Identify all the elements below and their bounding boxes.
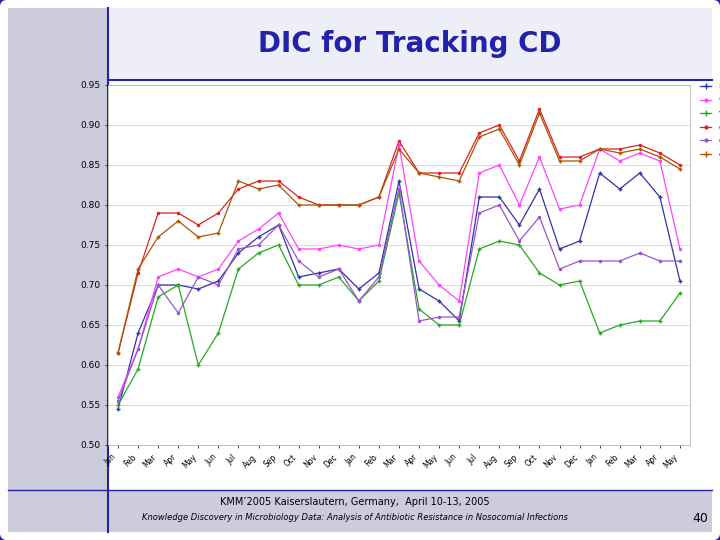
max [374,270,383,276]
dvs [555,158,564,164]
Legend: max, wv, v, ds, dv, dvs: max, wv, v, ds, dv, dvs [701,82,720,159]
max [535,186,544,192]
wv [174,266,183,272]
v [656,318,665,324]
wv [214,266,222,272]
wv [495,162,504,168]
max [214,278,222,284]
max [455,318,464,324]
v [515,242,523,248]
max [274,222,283,228]
ds [114,350,122,356]
dv [656,258,665,264]
wv [675,246,684,252]
dv [395,186,403,192]
Text: Knowledge Discovery in Microbiology Data: Analysis of Antibiotic Resistance in N: Knowledge Discovery in Microbiology Data… [142,514,568,523]
wv [435,282,444,288]
dv [435,314,444,320]
v [194,362,202,368]
wv [335,242,343,248]
wv [475,170,484,176]
dvs [475,134,484,140]
ds [174,210,183,216]
max [656,194,665,200]
ds [656,150,665,156]
dv [114,398,122,404]
wv [274,210,283,216]
dvs [114,350,122,356]
Line: wv: wv [116,143,682,399]
max [435,298,444,304]
Text: 40: 40 [692,511,708,524]
wv [194,274,202,280]
ds [675,162,684,168]
v [475,246,484,252]
wv [134,346,143,352]
max [294,274,303,280]
ds [274,178,283,184]
dvs [254,186,263,192]
ds [374,194,383,200]
v [174,282,183,288]
dv [154,282,163,288]
max [395,178,403,184]
dv [134,346,143,352]
dv [636,250,644,256]
dv [374,274,383,280]
max [194,286,202,292]
v [415,306,423,312]
ds [475,130,484,136]
ds [134,270,143,276]
ds [154,210,163,216]
max [254,234,263,240]
wv [575,202,584,208]
dv [535,214,544,220]
v [315,282,323,288]
dv [234,246,243,252]
ds [335,202,343,208]
Text: Classification accuracy over sequential data blocks
(ensembles of C4.5 decision : Classification accuracy over sequential … [120,150,476,184]
dv [575,258,584,264]
wv [636,150,644,156]
ds [194,222,202,228]
v [535,270,544,276]
v [354,298,363,304]
Line: max: max [116,171,682,411]
Line: dv: dv [116,187,682,403]
max [415,286,423,292]
dvs [395,146,403,152]
v [214,330,222,336]
wv [234,238,243,244]
max [354,286,363,292]
ds [214,210,222,216]
dvs [636,146,644,152]
v [636,318,644,324]
wv [535,154,544,160]
dv [616,258,624,264]
ds [315,202,323,208]
dvs [274,182,283,188]
ds [254,178,263,184]
v [294,282,303,288]
dvs [335,202,343,208]
wv [555,206,564,212]
max [636,170,644,176]
dv [194,274,202,280]
ds [535,106,544,112]
dv [595,258,604,264]
ds [234,186,243,192]
v [455,322,464,328]
wv [515,202,523,208]
max [475,194,484,200]
dv [555,266,564,272]
v [335,274,343,280]
dvs [415,170,423,176]
ds [595,146,604,152]
dvs [194,234,202,240]
dv [675,258,684,264]
wv [374,242,383,248]
v [154,294,163,300]
max [616,186,624,192]
ds [354,202,363,208]
